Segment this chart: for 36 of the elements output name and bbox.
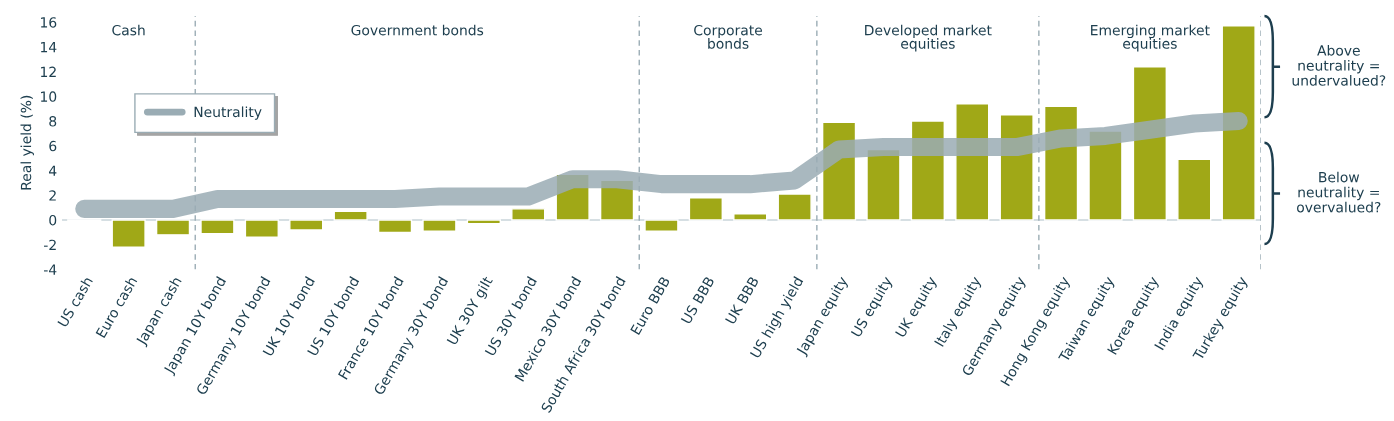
annotation: Emerging market equities	[1091, 24, 1210, 52]
y-tick-label: 8	[49, 116, 57, 127]
bar	[644, 219, 679, 232]
bar	[466, 219, 501, 225]
y-tick-label: 12	[41, 66, 56, 77]
bar	[688, 197, 723, 221]
y-tick-label: 6	[49, 140, 57, 152]
bar	[244, 219, 279, 238]
bar	[733, 213, 768, 221]
y-tick-label: 2	[49, 190, 56, 201]
annotation: Government bonds	[351, 24, 484, 36]
annotation: Developed market equities	[865, 24, 992, 52]
bar	[200, 219, 235, 235]
bar	[111, 219, 146, 248]
bar	[377, 219, 413, 234]
bar	[777, 193, 812, 221]
annotation: Corporate bonds	[694, 24, 763, 49]
bar	[289, 219, 324, 231]
legend-label: Neutrality	[194, 106, 262, 120]
y-tick-label: 16	[41, 17, 57, 28]
bar	[333, 210, 368, 221]
y-tick-label: -2	[44, 239, 56, 250]
bar	[1177, 158, 1212, 221]
text: Above neutrality = undervalued?	[1292, 44, 1386, 86]
annotation: Cash	[112, 24, 145, 36]
text: Below neutrality = overvalued?	[1297, 171, 1381, 213]
bar	[422, 219, 457, 232]
bar	[155, 219, 191, 236]
y-tick-label: 0	[49, 214, 57, 226]
y-tick-label: 10	[41, 91, 57, 102]
bar	[511, 208, 546, 221]
y-tick-label: 14	[41, 42, 57, 53]
y-tick-label: 4	[49, 165, 57, 176]
bar	[1221, 25, 1256, 221]
y-axis-title: Real yield (%)	[20, 95, 34, 190]
y-tick-label: -4	[44, 264, 57, 275]
